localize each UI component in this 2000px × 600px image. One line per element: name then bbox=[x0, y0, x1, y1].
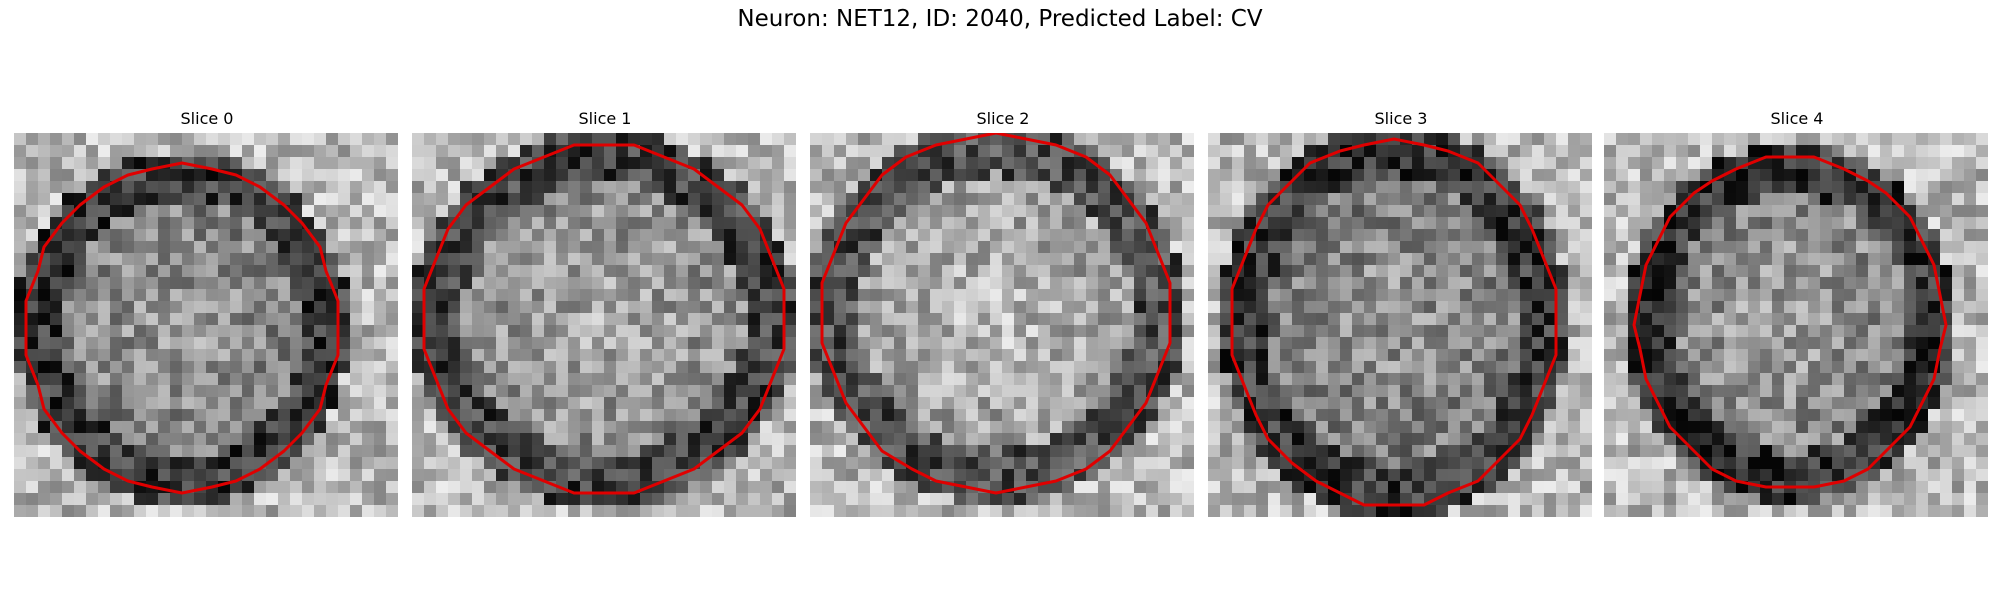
pixel-grid bbox=[14, 133, 398, 517]
slice-title: Slice 0 bbox=[180, 109, 234, 128]
cell-contour bbox=[422, 143, 786, 495]
slice-image bbox=[810, 133, 1194, 517]
slice-image bbox=[412, 133, 796, 517]
pixel-grid bbox=[1604, 133, 1988, 517]
cell-contour bbox=[820, 133, 1172, 495]
slice-panel-3: Slice 3 bbox=[1208, 108, 1594, 517]
slice-image bbox=[14, 133, 398, 517]
slice-title: Slice 2 bbox=[976, 109, 1030, 128]
figure-title: Neuron: NET12, ID: 2040, Predicted Label… bbox=[737, 6, 1263, 32]
cell-contour bbox=[24, 161, 340, 495]
slice-panel-0: Slice 0 bbox=[14, 108, 400, 517]
slice-title: Slice 3 bbox=[1374, 109, 1428, 128]
pixel-grid bbox=[810, 133, 1194, 517]
slice-image bbox=[1604, 133, 1988, 517]
pixel-grid bbox=[412, 133, 796, 517]
slice-panel-4: Slice 4 bbox=[1604, 108, 1990, 517]
slice-panel-1: Slice 1 bbox=[412, 108, 798, 517]
slice-title: Slice 1 bbox=[578, 109, 632, 128]
cell-contour bbox=[1632, 155, 1948, 489]
slice-title: Slice 4 bbox=[1770, 109, 1824, 128]
slice-panel-2: Slice 2 bbox=[810, 108, 1196, 517]
slice-image bbox=[1208, 133, 1592, 517]
pixel-grid bbox=[1208, 133, 1592, 517]
cell-contour bbox=[1230, 137, 1558, 507]
